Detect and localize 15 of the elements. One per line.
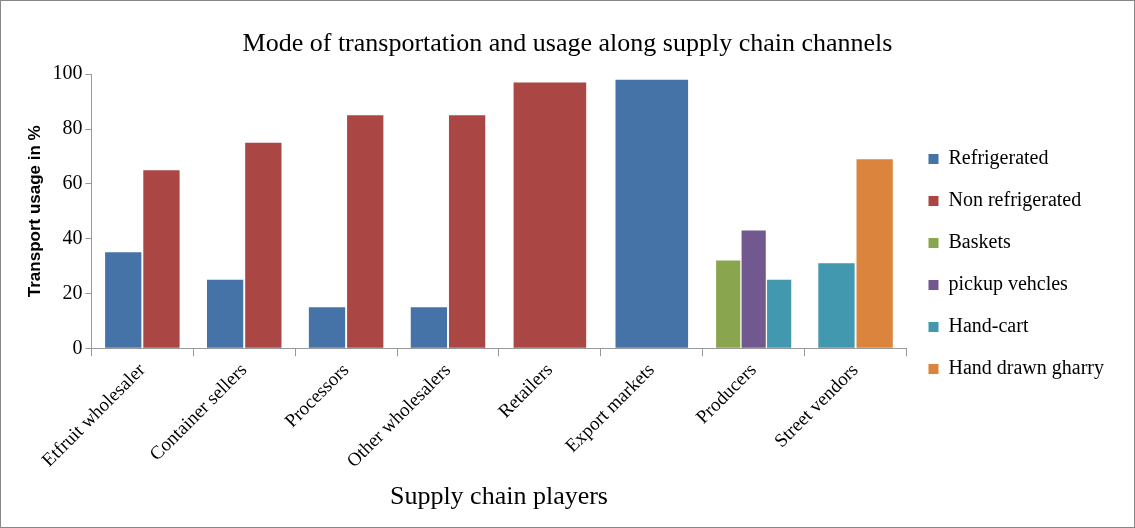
y-axis-title: Transport usage in % [24, 125, 44, 298]
y-tick-label: 40 [62, 225, 83, 248]
legend-label: Hand drawn gharry [948, 356, 1104, 380]
legend-label: Baskets [948, 230, 1011, 253]
legend-label: Hand-cart [948, 314, 1029, 337]
chart-title: Mode of transportation and usage along supply chain channels [242, 28, 893, 58]
y-tick-label: 20 [62, 280, 83, 303]
legend-label: Refrigerated [948, 146, 1049, 170]
legend-label: pickup vehcles [948, 272, 1069, 296]
x-axis-title: Supply chain players [389, 481, 608, 511]
y-tick-label: 100 [52, 61, 83, 84]
y-tick-label: 60 [62, 171, 83, 194]
legend-label: Non refrigerated [948, 188, 1082, 212]
y-tick-label: 80 [62, 116, 83, 139]
y-tick-label: 0 [72, 335, 83, 358]
